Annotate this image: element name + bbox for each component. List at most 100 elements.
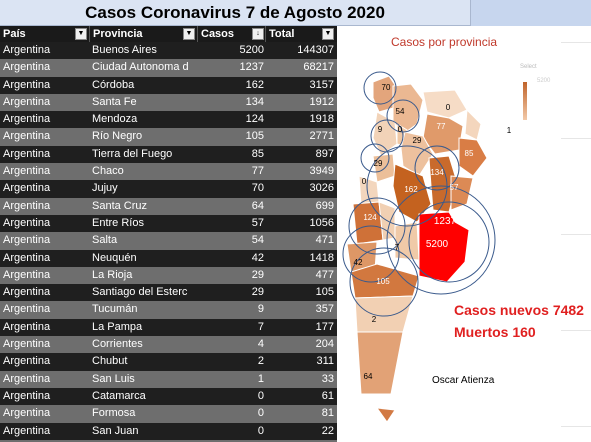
table-row[interactable]: Argentina Neuquén 42 1418 (0, 249, 337, 267)
table-row[interactable]: Argentina Ciudad Autonoma d 1237 68217 (0, 59, 337, 77)
cell-total: 1912 (309, 95, 334, 108)
cell-provincia: Neuquén (92, 251, 137, 264)
cell-provincia: Tucumán (92, 303, 138, 316)
cell-provincia: Chaco (92, 165, 124, 178)
table-row[interactable]: Argentina Río Negro 105 2771 (0, 128, 337, 146)
table-row[interactable]: Argentina Formosa 0 81 (0, 405, 337, 423)
legend-color-bar (523, 82, 527, 120)
bubble (414, 145, 460, 191)
cell-total: 68217 (303, 61, 334, 74)
cell-provincia: La Pampa (92, 320, 143, 333)
table-row[interactable]: Argentina San Juan 0 22 (0, 422, 337, 440)
cell-pais: Argentina (3, 234, 51, 247)
table-row[interactable]: Argentina Tierra del Fuego 85 897 (0, 145, 337, 164)
cell-casos: 105 (245, 130, 264, 143)
filter-provincia-dropdown[interactable]: ▼ (183, 28, 195, 40)
cell-provincia: Tierra del Fuego (92, 147, 173, 160)
cell-total: 471 (315, 234, 334, 247)
table-row[interactable]: Argentina La Rioja 29 477 (0, 266, 337, 285)
region-rionegro (350, 263, 420, 299)
cell-casos: 9 (257, 303, 264, 316)
table-row[interactable]: Argentina La Pampa 7 177 (0, 318, 337, 337)
table-row[interactable]: Argentina Chaco 77 3949 (0, 163, 337, 181)
cell-total: 699 (315, 199, 334, 212)
table-row[interactable]: Argentina Tucumán 9 357 (0, 301, 337, 319)
argentina-map: 70 54 0 77 9 29 0 85 1 29 162 134 57 0 1… (342, 71, 512, 423)
cell-provincia: San Luis (92, 372, 135, 385)
cell-provincia: Chubut (92, 355, 128, 368)
cell-provincia: San Juan (92, 424, 139, 437)
cell-total: 105 (315, 286, 334, 299)
table-row[interactable]: Argentina San Luis 1 33 (0, 370, 337, 388)
cell-provincia: La Rioja (92, 268, 133, 281)
cell-provincia: Jujuy (92, 182, 118, 195)
header-provincia-label: Provincia (93, 28, 143, 40)
dropdown-arrow-icon: ▼ (324, 30, 332, 37)
cell-casos: 54 (251, 234, 264, 247)
cell-casos: 29 (251, 286, 264, 299)
bubble (408, 201, 490, 283)
gridline (561, 138, 591, 139)
map-label: 134 (430, 168, 444, 177)
table-row[interactable]: Argentina Catamarca 0 61 (0, 387, 337, 406)
cell-casos: 134 (245, 95, 264, 108)
cell-total: 61 (321, 389, 334, 402)
cell-total: 1418 (309, 251, 334, 264)
table-row[interactable]: Argentina Santiago del Esterc 29 105 (0, 284, 337, 302)
cell-pais: Argentina (3, 44, 51, 56)
cell-total: 3026 (309, 182, 334, 195)
table-row[interactable]: Argentina Buenos Aires 5200 144307 (0, 42, 337, 60)
cell-casos: 1237 (239, 61, 264, 74)
cell-provincia: Buenos Aires (92, 44, 157, 56)
cell-casos: 0 (257, 389, 264, 402)
region-entrerios (450, 175, 474, 211)
map-label: 85 (465, 149, 474, 158)
cell-casos: 29 (251, 268, 264, 281)
table-row[interactable]: Argentina Córdoba 162 3157 (0, 76, 337, 94)
cell-casos: 85 (251, 147, 264, 160)
region-mendoza (352, 201, 384, 245)
cell-provincia: Córdoba (92, 78, 135, 91)
cell-pais: Argentina (3, 165, 51, 178)
cell-casos: 57 (251, 216, 264, 229)
cell-casos: 0 (257, 407, 264, 420)
table-row[interactable]: Argentina Santa Fe 134 1912 (0, 93, 337, 112)
table-row[interactable]: Argentina Salta 54 471 (0, 232, 337, 250)
header-total: Total (266, 26, 337, 42)
author-text: Oscar Atienza (432, 375, 495, 386)
map-label: 42 (354, 258, 363, 267)
cell-total: 81 (321, 407, 334, 420)
cell-casos: 7 (257, 320, 264, 333)
cell-pais: Argentina (3, 372, 51, 385)
table-header: País ▼ Provincia ▼ Casos ↓ Total ▼ (0, 26, 337, 42)
region-santacruz (356, 331, 404, 395)
cell-total: 2771 (309, 130, 334, 143)
cell-provincia: Santa Fe (92, 95, 137, 108)
table-row[interactable]: Argentina Santa Cruz 64 699 (0, 197, 337, 215)
table-row[interactable]: Argentina Chubut 2 311 (0, 353, 337, 371)
region-tierradelfuego (375, 407, 396, 423)
filter-pais-dropdown[interactable]: ▼ (75, 28, 87, 40)
table-row[interactable]: Argentina Mendoza 124 1918 (0, 111, 337, 129)
table-row[interactable]: Argentina Jujuy 70 3026 (0, 180, 337, 198)
map-label: 29 (413, 136, 422, 145)
table-row[interactable]: Argentina Entre Ríos 57 1056 (0, 214, 337, 233)
header-casos: Casos (198, 26, 266, 42)
map-label: 1237 (434, 216, 457, 227)
region-formosa (422, 89, 468, 119)
filter-total-dropdown[interactable]: ▼ (322, 28, 334, 40)
filter-casos-dropdown[interactable]: ↓ (252, 28, 264, 40)
cell-casos: 1 (257, 372, 264, 385)
legend-label: Select (520, 64, 537, 70)
table-row[interactable]: Argentina Corrientes 4 204 (0, 336, 337, 354)
map-label: 57 (450, 183, 459, 192)
cell-provincia: Formosa (92, 407, 136, 420)
gridline (561, 426, 591, 427)
cell-casos: 42 (251, 251, 264, 264)
dropdown-arrow-icon: ▼ (77, 30, 85, 37)
cell-casos: 64 (251, 199, 264, 212)
cell-pais: Argentina (3, 182, 51, 195)
header-casos-label: Casos (201, 28, 235, 40)
cell-provincia: Río Negro (92, 130, 143, 143)
cell-casos: 162 (245, 78, 264, 91)
